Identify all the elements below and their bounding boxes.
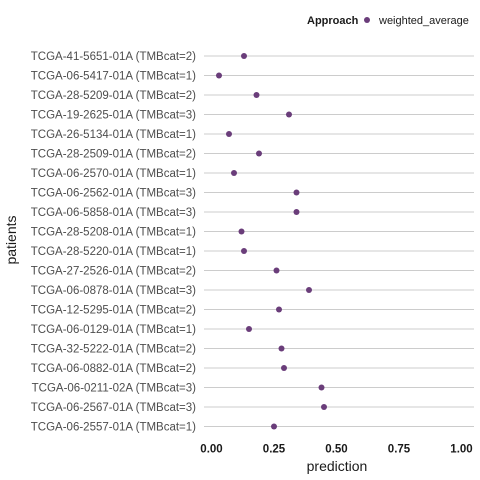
legend-title: Approach — [307, 15, 359, 27]
x-tick-label: 0.00 — [200, 444, 222, 456]
legend-label-weighted-average: weighted_average — [378, 15, 469, 27]
gridlines — [204, 56, 474, 427]
data-point — [276, 307, 282, 313]
category-label: TCGA-06-0882-01A (TMBcat=2) — [31, 363, 196, 375]
category-label: TCGA-06-2567-01A (TMBcat=3) — [31, 402, 196, 414]
data-point — [274, 268, 280, 274]
category-label: TCGA-06-2562-01A (TMBcat=3) — [31, 188, 196, 200]
data-point — [279, 346, 285, 352]
y-axis-title: patients — [3, 215, 19, 264]
data-point — [256, 151, 262, 157]
data-point — [239, 229, 245, 235]
data-point — [286, 112, 292, 118]
data-point — [226, 131, 232, 137]
data-point — [271, 424, 277, 430]
category-label: TCGA-06-0129-01A (TMBcat=1) — [31, 324, 196, 336]
data-point — [294, 209, 300, 215]
data-point — [254, 92, 260, 98]
category-label: TCGA-06-2557-01A (TMBcat=1) — [31, 422, 196, 434]
category-label: TCGA-32-5222-01A (TMBcat=2) — [31, 344, 196, 356]
data-point — [231, 170, 237, 176]
x-axis-tick-labels: 0.00 0.25 0.50 0.75 1.00 — [200, 444, 472, 456]
data-point — [241, 53, 247, 59]
x-tick-label: 0.50 — [325, 444, 347, 456]
category-label: TCGA-28-5209-01A (TMBcat=2) — [31, 90, 196, 102]
data-point — [246, 326, 252, 332]
category-label: TCGA-28-5208-01A (TMBcat=1) — [31, 227, 196, 239]
data-point — [216, 73, 222, 79]
legend: Approach weighted_average — [307, 15, 469, 27]
data-point — [294, 190, 300, 196]
category-label: TCGA-28-2509-01A (TMBcat=2) — [31, 149, 196, 161]
category-label: TCGA-06-0211-02A (TMBcat=3) — [32, 383, 197, 395]
x-tick-label: 0.25 — [263, 444, 286, 456]
category-label: TCGA-41-5651-01A (TMBcat=2) — [31, 51, 196, 63]
legend-swatch-weighted-average — [364, 17, 370, 23]
data-points — [216, 53, 327, 430]
category-label: TCGA-06-0878-01A (TMBcat=3) — [31, 285, 196, 297]
y-axis-category-labels: TCGA-41-5651-01A (TMBcat=2) TCGA-06-5417-… — [31, 51, 196, 434]
category-label: TCGA-28-5220-01A (TMBcat=1) — [31, 246, 196, 258]
category-label: TCGA-12-5295-01A (TMBcat=2) — [31, 305, 196, 317]
data-point — [241, 248, 247, 254]
x-axis-title: prediction — [307, 458, 368, 474]
data-point — [306, 287, 312, 293]
category-label: TCGA-06-5417-01A (TMBcat=1) — [31, 71, 196, 83]
data-point — [319, 385, 325, 391]
data-point — [321, 404, 327, 410]
data-point — [281, 365, 287, 371]
category-label: TCGA-19-2625-01A (TMBcat=3) — [31, 110, 196, 122]
category-label: TCGA-26-5134-01A (TMBcat=1) — [31, 129, 196, 141]
category-label: TCGA-06-5858-01A (TMBcat=3) — [31, 207, 196, 219]
category-label: TCGA-06-2570-01A (TMBcat=1) — [31, 168, 196, 180]
category-label: TCGA-27-2526-01A (TMBcat=2) — [31, 266, 196, 278]
x-tick-label: 0.75 — [388, 444, 411, 456]
x-tick-label: 1.00 — [450, 444, 472, 456]
